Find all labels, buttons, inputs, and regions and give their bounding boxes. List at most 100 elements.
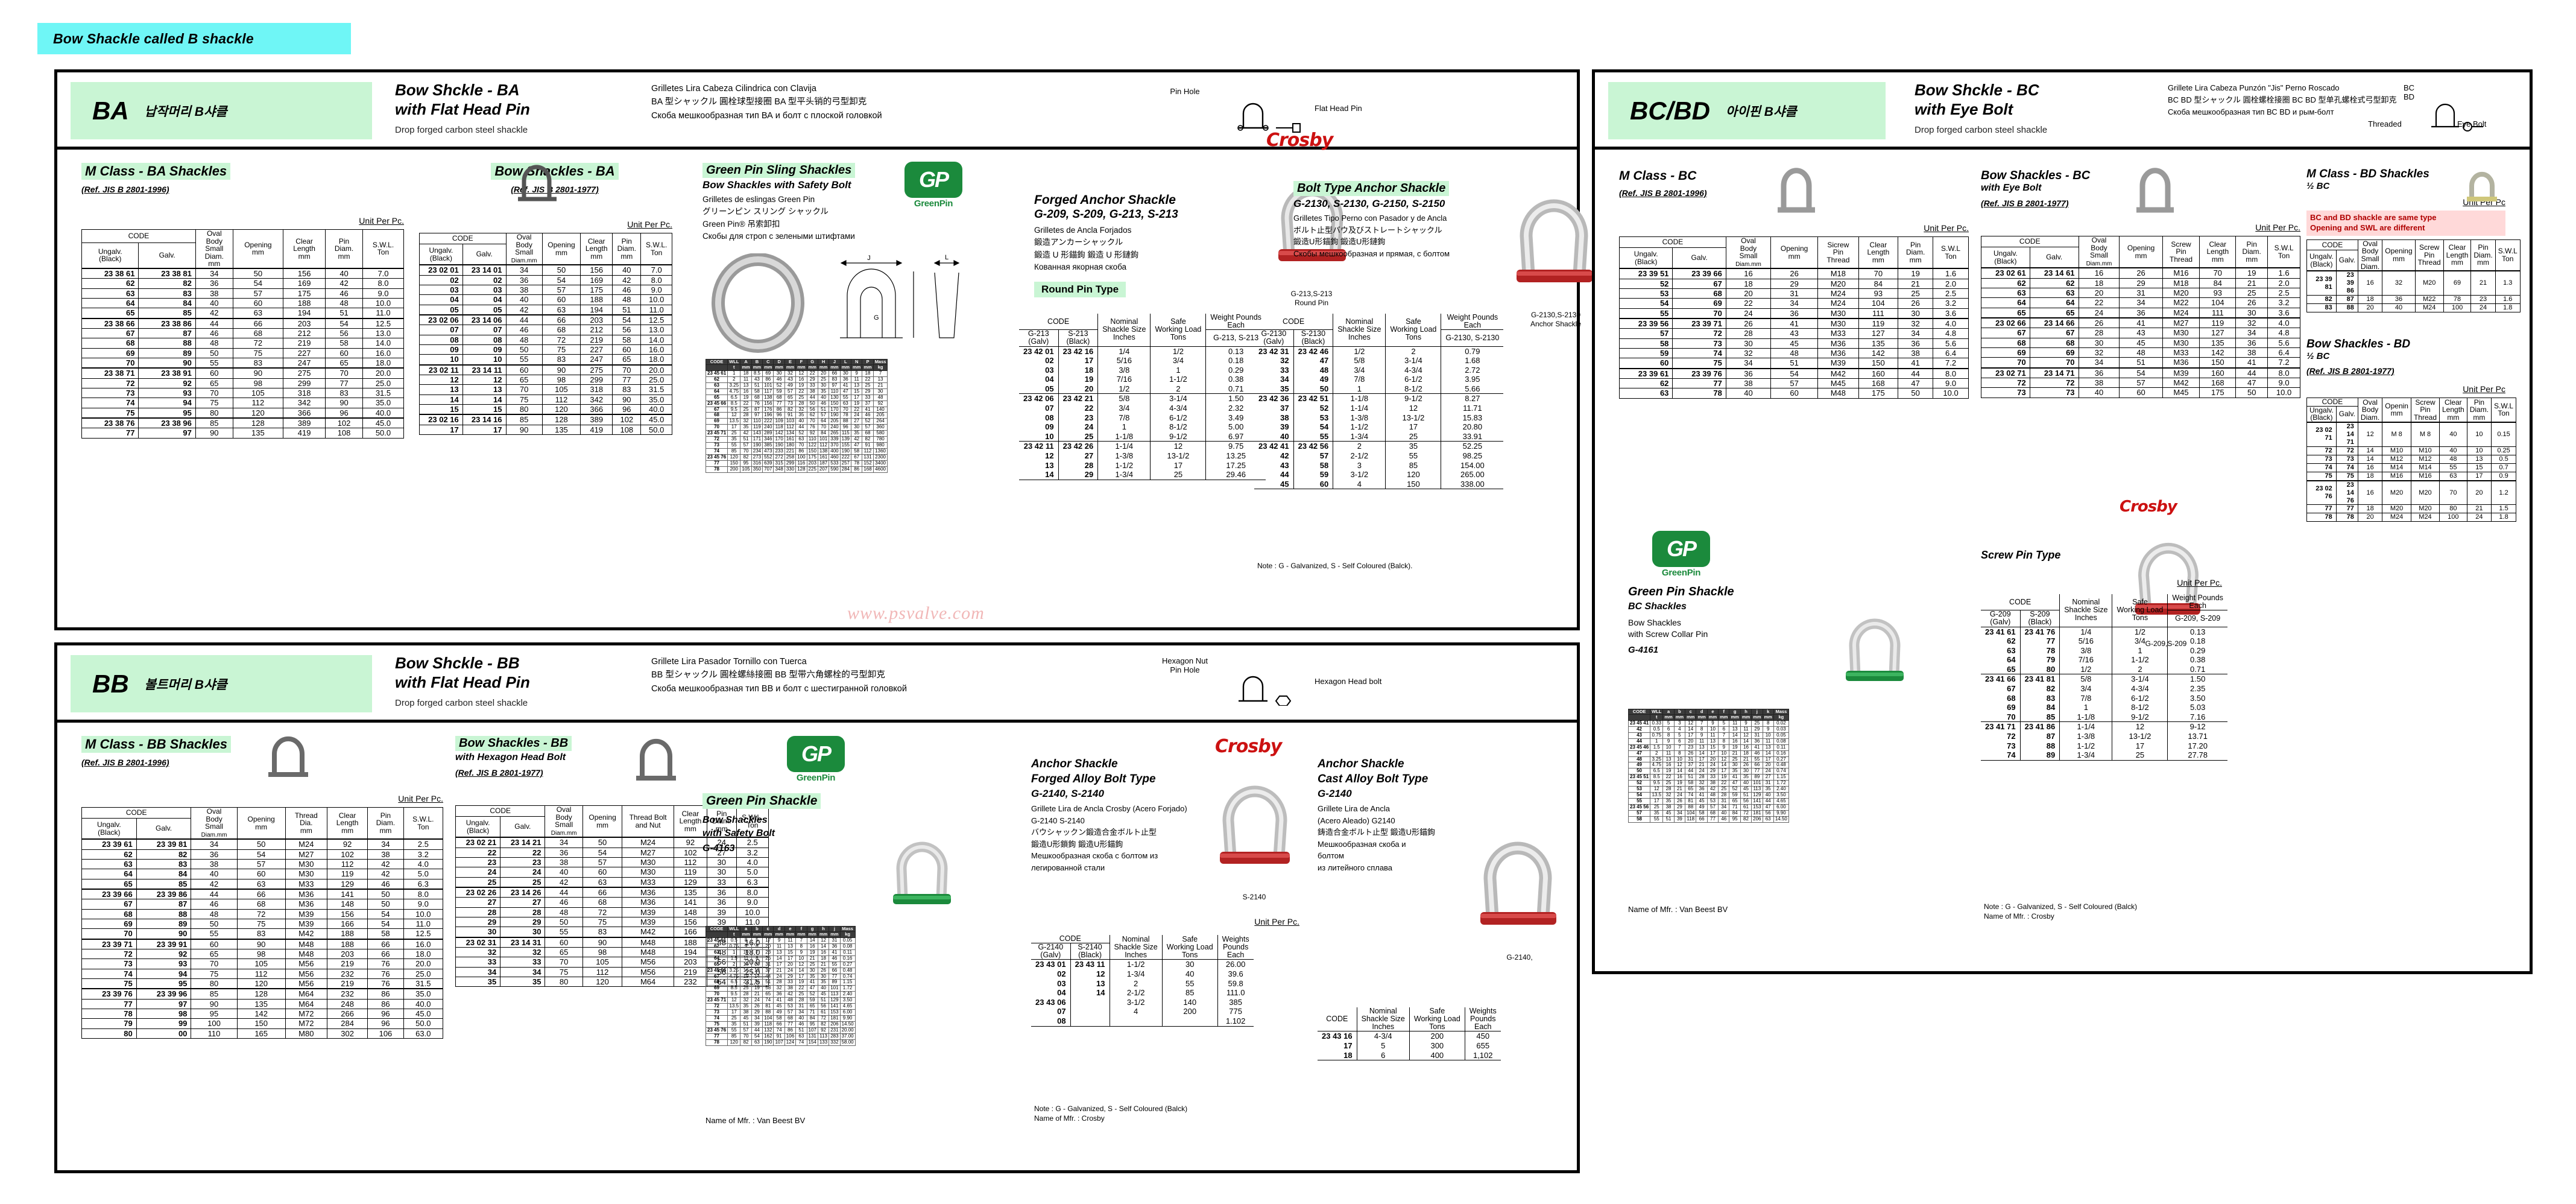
- cell-oval: 24: [2078, 307, 2120, 318]
- table-row: 64 1.5 11 8 26 14 17 10 21 18 46 0.16: [705, 955, 856, 962]
- cell-g: 23 39 66: [1672, 268, 1726, 279]
- cell-pin: 60: [325, 347, 363, 358]
- cell-g: 23 14 26: [500, 886, 546, 898]
- cell: 68: [862, 430, 874, 437]
- cell-w: 385: [1217, 997, 1254, 1007]
- cell-g: 35: [1280, 384, 1289, 393]
- cell: 258: [784, 454, 797, 461]
- green-pin-sling-block: Green Pin Sling Shackles Bow Shackles wi…: [702, 163, 1016, 242]
- cell: 33: [862, 394, 874, 401]
- cell: 91: [773, 1033, 785, 1040]
- cell: 8: [1673, 750, 1686, 757]
- cell-swl: 50.0: [362, 428, 405, 439]
- cell-swl: 20.0: [362, 367, 405, 379]
- cell: 150: [806, 448, 818, 455]
- cell: 35: [1729, 768, 1741, 775]
- cell: 95: [740, 460, 752, 467]
- cell-clear: 232: [673, 976, 707, 987]
- cell-pin: 36: [1898, 338, 1934, 349]
- bc-bd-small-labels: BC BD: [2379, 83, 2439, 101]
- cell: 13: [1729, 726, 1741, 733]
- mclass-bd-block: M Class - BD Shackles ½ BC Unit Per Pc B…: [2306, 168, 2524, 312]
- cell-size: 7/16: [2059, 655, 2112, 665]
- bc-bd-warning-l1: BC and BD shackle are same type: [2310, 213, 2437, 222]
- cell-swl: 12: [1385, 404, 1441, 413]
- cell-thread: M72: [285, 1008, 327, 1019]
- cell-u: 23 02 66: [1981, 317, 2030, 329]
- cell: 11: [850, 376, 863, 383]
- cell: 85: [727, 448, 741, 455]
- th-ungalv: Ungalv. (Black): [1981, 246, 2030, 268]
- cell-pin: 70: [612, 364, 642, 375]
- cell: 72: [817, 1015, 830, 1022]
- th-unit: [1627, 714, 1651, 721]
- hexagon-head-bolt-text: Hexagon Head bolt: [1315, 677, 1382, 686]
- cell-oval: 60: [191, 938, 238, 949]
- cell-pin: 46: [367, 878, 404, 890]
- cell: 51: [817, 406, 830, 413]
- cell: 0.16: [1773, 750, 1789, 757]
- table-row: 70 90 55 83 M42 188 58 12.5: [81, 928, 444, 940]
- cell: 19: [751, 985, 763, 992]
- cell: 112: [784, 424, 797, 431]
- cell-oval: 20: [2357, 303, 2383, 312]
- cell-swl: 0.25: [2491, 446, 2517, 455]
- cell-g: 10: [462, 354, 507, 366]
- cell: 29: [806, 376, 818, 383]
- cell-clear: 212: [580, 325, 613, 335]
- cell-pin: 108: [325, 428, 363, 439]
- cell: 48: [1627, 756, 1651, 763]
- cell-swl: 1/2: [1150, 346, 1206, 356]
- cell: 19: [795, 979, 807, 986]
- cell-w: 3.95: [1441, 375, 1504, 384]
- cell-clear: 112: [326, 858, 368, 870]
- cell: 104: [1685, 810, 1697, 817]
- cell: 11: [1662, 750, 1675, 757]
- cell: 11: [1729, 720, 1741, 727]
- cell-oval: 28: [2078, 328, 2120, 338]
- cell-open: 66: [236, 888, 286, 900]
- cell: 20: [1706, 756, 1719, 763]
- cell-swl: 9.0: [403, 899, 444, 910]
- gp-trans-ru: Скобы для строп с зелеными штифтами: [702, 231, 855, 241]
- cell-g: 39: [1280, 422, 1289, 432]
- cell: 47: [1627, 750, 1651, 757]
- g2140-note-l2: Name of Mfr. : Crosby: [1034, 1114, 1105, 1123]
- cell-u: 23 02 61: [1981, 267, 2030, 279]
- cell: 3.25: [727, 967, 741, 974]
- cell-thread: M33: [622, 876, 674, 888]
- cell-oval: 34: [1725, 358, 1772, 369]
- cell: 37: [762, 967, 774, 974]
- cell-open: 105: [582, 957, 623, 968]
- cell: 81: [762, 1003, 774, 1010]
- table-row: 68 6.5 22 16 51 28 33 19 41 35 89 1.15: [705, 979, 856, 986]
- cell: 35: [817, 388, 830, 395]
- cell-pin: 108: [612, 424, 642, 435]
- cell-open: 72: [232, 338, 284, 349]
- cell: 21: [773, 967, 785, 974]
- th-swl: S.W.L. Ton: [640, 233, 672, 265]
- cell-clear: 160: [1858, 367, 1899, 379]
- cell-w: 0.38: [2167, 655, 2227, 665]
- cell-g: 72: [2335, 446, 2358, 455]
- cell-clear: 366: [580, 404, 613, 415]
- cell-size: 7/8: [1097, 413, 1151, 423]
- cell: 25: [740, 406, 752, 413]
- cell-open: 83: [232, 357, 284, 369]
- cell: 41: [829, 949, 841, 956]
- cell-g: 95: [138, 407, 196, 419]
- cell-w: 2.32: [1205, 404, 1266, 413]
- cell-open: 51: [2119, 357, 2163, 369]
- cell-pin: 58: [325, 338, 363, 349]
- cell-clear: 141: [326, 888, 368, 900]
- cell-u: 64: [81, 297, 139, 309]
- cell: 82: [1740, 816, 1752, 823]
- cell-thread: M27: [622, 847, 674, 858]
- cell: 14: [1673, 768, 1686, 775]
- cell: 70: [817, 424, 830, 431]
- cell-open: 75: [232, 347, 284, 358]
- cell-g: 82: [136, 849, 192, 860]
- alloy-cast-codes: G-2140: [1318, 788, 1352, 800]
- th-unit: mm: [1685, 714, 1697, 721]
- cell: 17: [762, 937, 774, 944]
